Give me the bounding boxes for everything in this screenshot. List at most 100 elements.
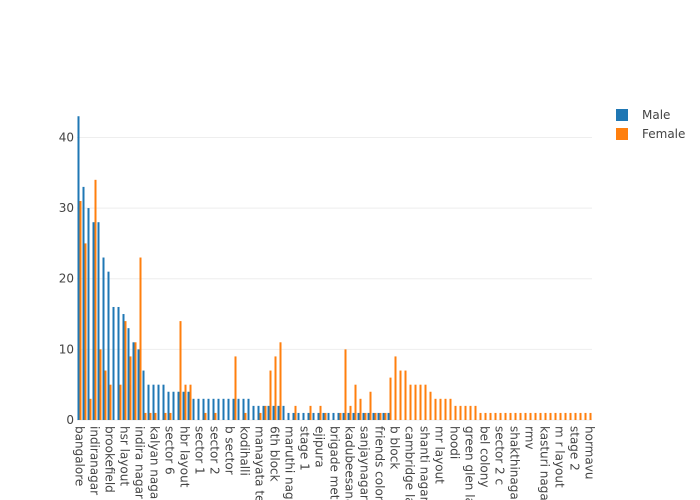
bar — [232, 398, 235, 420]
bar — [499, 412, 502, 420]
bar — [164, 412, 167, 420]
x-tick-label: bangalore — [73, 426, 87, 486]
bar — [259, 412, 262, 420]
bar — [584, 412, 587, 420]
bar — [129, 356, 132, 420]
bar — [287, 412, 290, 420]
bar — [192, 398, 195, 420]
bar — [489, 412, 492, 420]
bar — [379, 412, 382, 420]
x-tick-label: m r layout — [553, 426, 567, 488]
bar — [292, 412, 295, 420]
y-tick-label: 10 — [59, 342, 74, 356]
x-tick-label: hoodi — [448, 426, 462, 459]
bar — [484, 412, 487, 420]
y-tick-label: 20 — [59, 272, 74, 286]
bar — [172, 391, 175, 420]
bar — [142, 370, 145, 420]
x-tick-label: mr layout — [433, 426, 447, 484]
x-tick-label: maruthi naga — [283, 426, 297, 500]
bar — [354, 384, 357, 420]
bar — [504, 412, 507, 420]
x-tick-label: brigade metr — [328, 426, 342, 500]
bar — [514, 412, 517, 420]
bar — [157, 384, 160, 420]
x-tick-label: b block — [388, 426, 402, 469]
bar — [362, 412, 365, 420]
bar — [332, 412, 335, 420]
bar — [369, 391, 372, 420]
bar — [184, 384, 187, 420]
bar — [197, 398, 200, 420]
bar — [84, 243, 87, 420]
bar — [87, 208, 90, 420]
bar — [339, 412, 342, 420]
bar — [117, 306, 120, 420]
bar — [264, 405, 267, 420]
x-tick-label: friends colon — [373, 426, 387, 500]
bar — [529, 412, 532, 420]
bar — [177, 391, 180, 420]
bar — [262, 405, 265, 420]
bar — [222, 398, 225, 420]
bar — [162, 384, 165, 420]
bar — [294, 405, 297, 420]
bar — [349, 405, 352, 420]
bar — [494, 412, 497, 420]
y-tick-label: 0 — [66, 413, 74, 427]
bar — [302, 412, 305, 420]
bar — [357, 412, 360, 420]
bar — [207, 398, 210, 420]
bar — [474, 405, 477, 420]
bar — [559, 412, 562, 420]
x-tick-label: stage 2 — [568, 426, 582, 471]
x-tick-label: 6th block — [268, 426, 282, 482]
bar — [132, 342, 135, 420]
bar — [252, 405, 255, 420]
bar — [589, 412, 592, 420]
bar — [154, 412, 157, 420]
bar — [564, 412, 567, 420]
x-tick-label: green glen la — [463, 426, 477, 500]
bar — [569, 412, 572, 420]
x-tick-label: hbr layout — [178, 426, 192, 488]
bar — [79, 201, 82, 420]
bar — [409, 384, 412, 420]
bar — [382, 412, 385, 420]
bar — [82, 186, 85, 420]
x-tick-label: sector 2 — [208, 426, 222, 475]
bar — [424, 384, 427, 420]
bar — [327, 412, 330, 420]
bar — [524, 412, 527, 420]
bar — [109, 384, 112, 420]
bar — [104, 370, 107, 420]
bar — [387, 412, 390, 420]
bar — [352, 412, 355, 420]
x-tick-label: shakthinagar — [508, 426, 522, 500]
bar — [169, 412, 172, 420]
bar — [242, 398, 245, 420]
bar — [137, 349, 140, 420]
bar — [147, 384, 150, 420]
bar — [217, 398, 220, 420]
bar — [267, 405, 270, 420]
bar — [124, 321, 127, 420]
bar — [377, 412, 380, 420]
bar — [204, 412, 207, 420]
bar — [419, 384, 422, 420]
bar — [469, 405, 472, 420]
x-tick-label: b sector — [223, 426, 237, 475]
bar — [374, 412, 377, 420]
bar — [539, 412, 542, 420]
bar — [399, 370, 402, 420]
x-tick-label: hsr layout — [118, 426, 132, 486]
x-tick-label: indira nagar — [133, 426, 147, 499]
x-tick-label: stage 1 — [298, 426, 312, 471]
bar — [152, 384, 155, 420]
bar — [459, 405, 462, 420]
x-tick-label: bel colony — [478, 426, 492, 487]
bar — [454, 405, 457, 420]
bar — [277, 405, 280, 420]
bar — [244, 412, 247, 420]
